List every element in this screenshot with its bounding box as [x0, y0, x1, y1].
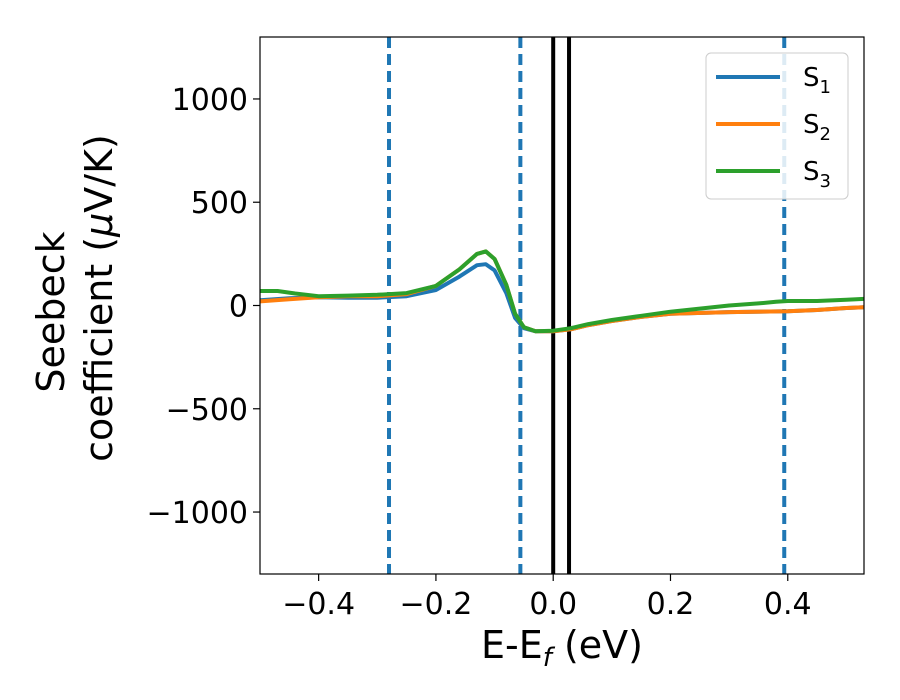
x-axis-title: E-Ef (eV) — [481, 623, 643, 673]
x-tick-label: 0.2 — [647, 587, 695, 622]
series-line-s2 — [260, 249, 864, 334]
y-axis: 1000 500 0 −500 −1000 — [147, 83, 260, 531]
x-tick-label: −0.2 — [399, 587, 472, 622]
y-axis-title-text: coefficient ( — [77, 237, 121, 462]
legend-label-s2: S2 — [803, 110, 831, 145]
series-line-s3 — [260, 249, 864, 334]
plot-area — [260, 37, 864, 574]
y-tick-label: 1000 — [172, 83, 248, 118]
y-axis-title-unit: V/K) — [77, 134, 121, 213]
y-tick-label: −500 — [166, 393, 248, 428]
x-axis-title-unit: (eV) — [552, 623, 643, 667]
y-tick-label: −1000 — [147, 496, 248, 531]
legend-label-s3: S3 — [803, 157, 831, 192]
x-tick-label: 0.4 — [764, 587, 812, 622]
legend-label-s1: S1 — [803, 63, 831, 98]
x-axis: −0.4 −0.2 0.0 0.2 0.4 — [282, 574, 812, 622]
y-axis-title-line2: coefficient (μV/K) — [77, 134, 121, 462]
x-tick-label: −0.4 — [282, 587, 355, 622]
x-axis-title-main: E-E — [481, 623, 543, 667]
legend: S1 S2 S3 — [705, 52, 849, 200]
y-axis-title-line1: Seebeck — [29, 231, 73, 392]
y-tick-label: 500 — [191, 186, 248, 221]
y-axis-title-mu: μ — [77, 213, 121, 238]
x-tick-label: 0.0 — [529, 587, 577, 622]
y-tick-label: 0 — [229, 290, 248, 325]
